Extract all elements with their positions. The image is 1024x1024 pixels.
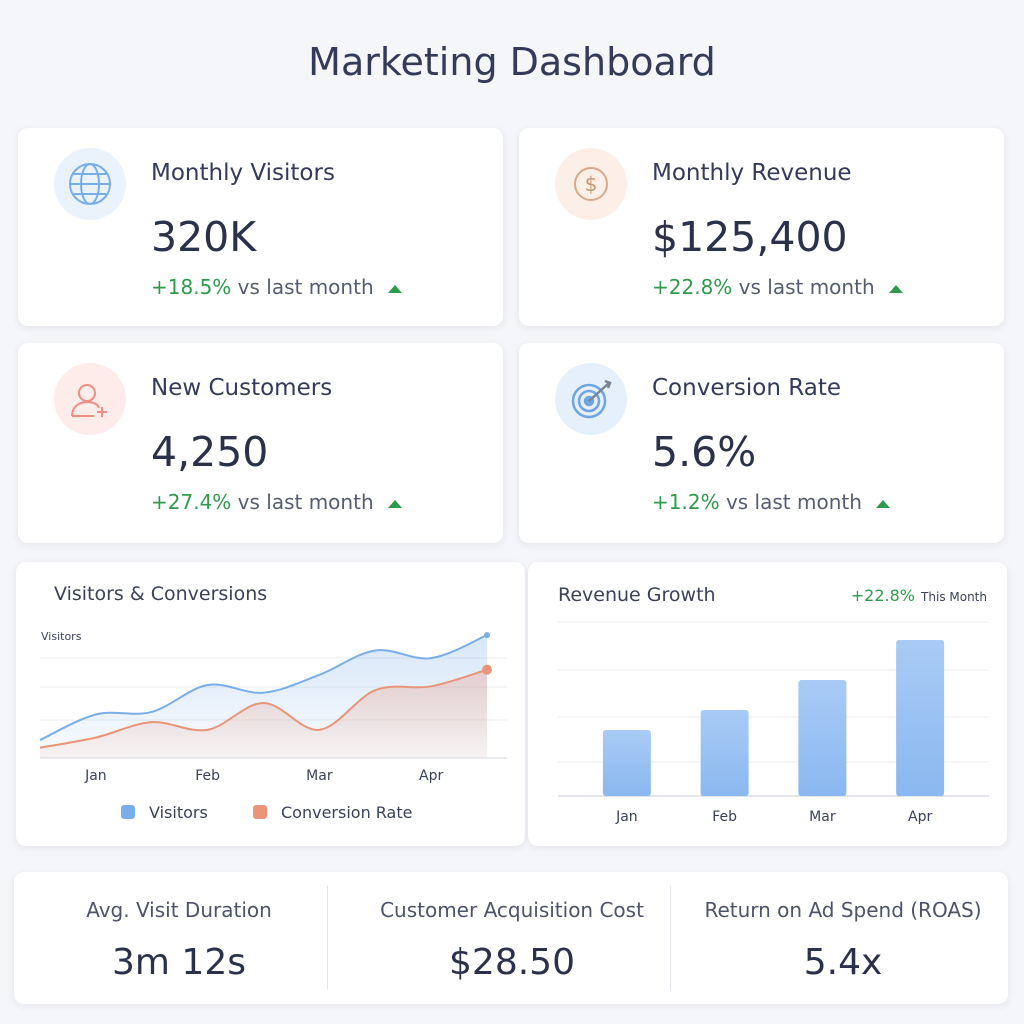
change: +1.2%	[652, 490, 720, 514]
stat-value: 5.4x	[803, 942, 883, 983]
end-point	[484, 632, 490, 639]
change: +22.8%	[652, 275, 733, 299]
line-chart: Visitors & Conversions Visitors Jan Feb Ma…	[39, 583, 507, 822]
x-tick-label: Jan	[615, 809, 638, 825]
kpi-value: 320K	[151, 213, 257, 261]
page-title: Marketing Dashboard	[308, 40, 716, 84]
globe-icon	[54, 148, 126, 220]
annotation-note: This Month	[920, 590, 987, 604]
area	[40, 669, 487, 758]
chart-title: Visitors & Conversions	[54, 583, 267, 605]
kpi-change: +27.4% vs last month	[151, 490, 402, 514]
comparison: vs last month	[237, 275, 374, 299]
annotation: +22.8%	[851, 586, 915, 605]
chart-card: Revenue Growth +22.8% This Month Jan Feb M…	[528, 562, 1007, 846]
x-tick-label: Feb	[712, 809, 737, 825]
divider	[670, 886, 671, 990]
stat: Customer Acquisition Cost $28.50	[347, 872, 677, 1004]
kpi-card: Monthly Visitors 320K +18.5% vs last mon…	[18, 128, 503, 326]
comparison: vs last month	[237, 490, 374, 514]
bar	[602, 730, 651, 796]
up-arrow	[387, 499, 402, 508]
change: +27.4%	[151, 490, 232, 514]
up-arrow	[387, 284, 402, 293]
bar-chart: Revenue Growth +22.8% This Month Jan Feb M…	[558, 584, 989, 825]
x-tick-label: Apr	[419, 768, 443, 784]
legend-swatch	[253, 805, 267, 819]
x-tick-label: Mar	[306, 768, 333, 784]
kpi-card: $ Monthly Revenue $125,400 +22.8% vs las…	[519, 128, 1004, 326]
x-tick-label: Apr	[908, 809, 932, 825]
bar	[798, 680, 847, 796]
kpi-value: 4,250	[151, 428, 269, 476]
series-line	[39, 668, 488, 749]
kpi-label: Monthly Revenue	[652, 160, 852, 186]
legend-label: Conversion Rate	[281, 803, 412, 822]
bar	[700, 710, 749, 796]
kpi-card: Conversion Rate 5.6% +1.2% vs last month	[519, 343, 1004, 543]
stat-value: 3m 12s	[112, 942, 246, 983]
up-arrow	[875, 499, 890, 508]
kpi-value: $125,400	[652, 213, 848, 261]
comparison: vs last month	[738, 275, 875, 299]
comparison: vs last month	[725, 490, 862, 514]
stat: Return on Ad Spend (ROAS) 5.4x	[678, 872, 1008, 1004]
legend-label: Visitors	[149, 803, 208, 822]
chart-card: Visitors & Conversions Visitors Jan Feb Ma…	[16, 562, 525, 846]
kpi-label: Conversion Rate	[652, 375, 841, 401]
kpi-label: New Customers	[151, 375, 333, 401]
kpi-card: New Customers 4,250 +27.4% vs last month	[18, 343, 503, 543]
change: +18.5%	[151, 275, 232, 299]
legend-swatch	[121, 805, 135, 819]
kpi-label: Monthly Visitors	[151, 160, 335, 186]
kpi-value: 5.6%	[652, 428, 757, 476]
stats-card: Avg. Visit Duration 3m 12s Customer Acqui…	[14, 872, 1008, 1004]
divider	[327, 886, 328, 990]
stat-label: Avg. Visit Duration	[86, 898, 272, 922]
stat-value: $28.50	[449, 942, 575, 983]
stat-label: Return on Ad Spend (ROAS)	[704, 898, 982, 922]
up-arrow	[888, 284, 903, 293]
x-tick-label: Mar	[809, 809, 836, 825]
x-tick-label: Feb	[195, 768, 220, 784]
kpi-change: +1.2% vs last month	[652, 490, 890, 514]
dollar-icon: $	[555, 148, 627, 220]
chart-title: Revenue Growth	[558, 584, 716, 606]
user-icon	[54, 363, 126, 435]
kpi-change: +22.8% vs last month	[652, 275, 903, 299]
x-tick-label: Jan	[84, 768, 107, 784]
svg-text:$: $	[585, 172, 598, 196]
end-point	[482, 664, 492, 675]
bar	[896, 640, 945, 796]
series-line	[39, 634, 488, 741]
stat-label: Customer Acquisition Cost	[380, 898, 644, 922]
y-axis-label: Visitors	[41, 630, 82, 643]
kpi-change: +18.5% vs last month	[151, 275, 402, 299]
target-icon	[555, 363, 627, 435]
stat: Avg. Visit Duration 3m 12s	[14, 872, 344, 1004]
